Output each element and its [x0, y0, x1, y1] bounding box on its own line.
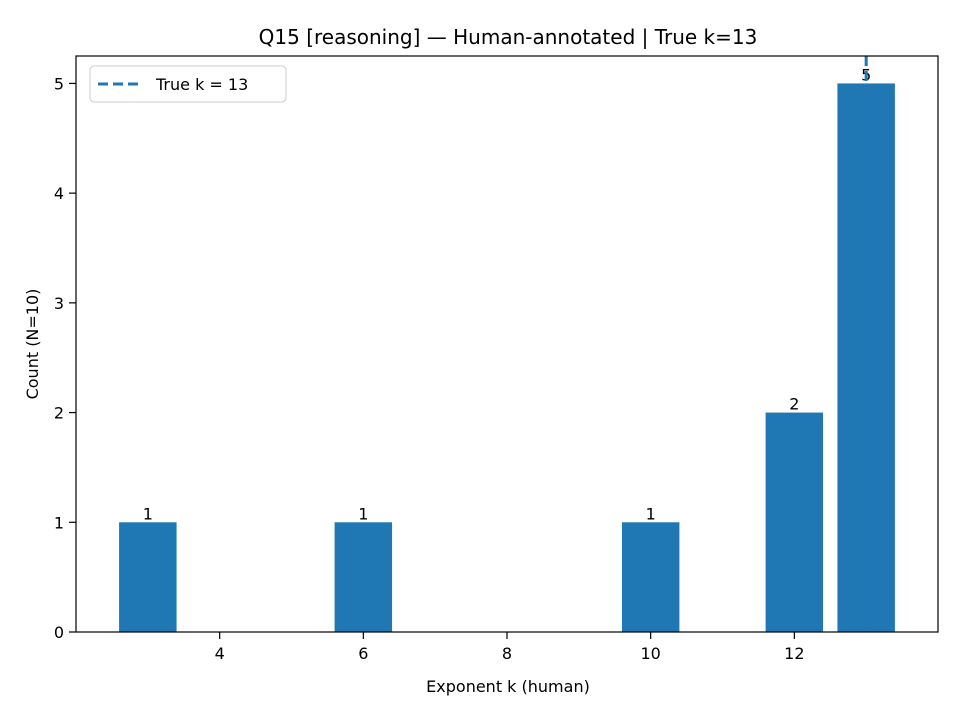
x-tick-label: 8: [502, 644, 512, 663]
x-axis-label: Exponent k (human): [426, 677, 590, 696]
y-tick-label: 1: [54, 513, 64, 532]
bar-value-label: 1: [358, 504, 368, 523]
bar-labels-group: 11125: [143, 65, 872, 523]
y-tick-label: 2: [54, 404, 64, 423]
legend: True k = 13: [89, 65, 287, 103]
x-tick-label: 6: [358, 644, 368, 663]
y-tick-label: 0: [54, 623, 64, 642]
y-tick-label: 3: [54, 294, 64, 313]
bar-k-6: [334, 522, 393, 632]
legend-box: [89, 65, 287, 103]
bar-k-12: [765, 412, 824, 632]
y-axis-label: Count (N=10): [23, 289, 42, 400]
legend-label: True k = 13: [155, 75, 248, 94]
bar-value-label: 1: [646, 504, 656, 523]
bar-value-label: 1: [143, 504, 153, 523]
x-tick-label: 10: [640, 644, 660, 663]
bars-group: [119, 83, 895, 632]
bar-k-3: [119, 522, 177, 632]
y-tick-label: 5: [54, 74, 64, 93]
x-axis-ticks: 4 6 8 10 12: [215, 632, 805, 663]
x-tick-label: 12: [784, 644, 804, 663]
bar-k-10: [621, 522, 680, 632]
y-axis-ticks: 0 1 2 3 4 5: [54, 74, 76, 642]
chart-title: Q15 [reasoning] — Human-annotated | True…: [259, 25, 758, 49]
y-tick-label: 4: [54, 184, 64, 203]
bar-value-label: 2: [789, 395, 799, 414]
x-tick-label: 4: [215, 644, 225, 663]
